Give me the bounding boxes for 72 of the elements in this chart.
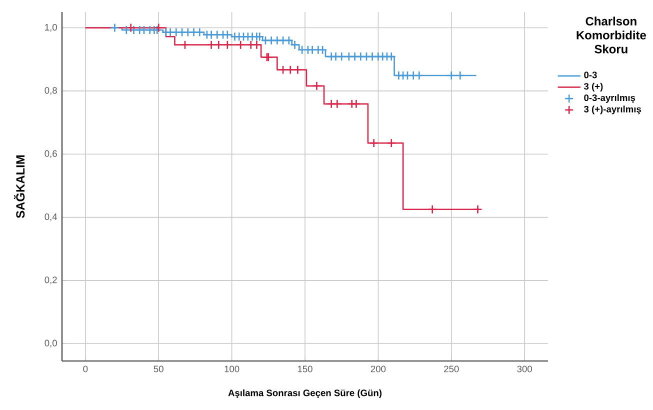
point	[278, 36, 288, 46]
point	[428, 204, 438, 214]
point	[236, 40, 246, 50]
point	[139, 25, 149, 35]
point	[172, 28, 181, 37]
point	[154, 23, 164, 32]
point	[272, 36, 282, 46]
point	[386, 52, 396, 62]
point	[206, 30, 216, 40]
point	[246, 40, 256, 50]
point	[336, 52, 346, 62]
point	[166, 28, 175, 37]
point	[386, 138, 396, 148]
point	[177, 28, 187, 37]
point	[332, 99, 342, 109]
point	[152, 25, 162, 35]
point	[180, 40, 190, 50]
point	[122, 25, 132, 35]
y-tick-label: 1,0	[45, 24, 57, 32]
y-tick-label: 0,6	[44, 150, 57, 158]
point	[212, 30, 222, 40]
point	[126, 23, 136, 32]
y-tick-label: 0,2	[44, 276, 57, 284]
point	[293, 65, 302, 74]
point	[456, 70, 465, 80]
point	[312, 81, 322, 91]
point	[362, 52, 372, 62]
x-tick-label: 50	[154, 366, 164, 372]
x-tick-label: 250	[444, 366, 459, 372]
legend-label: 0-3-ayrılmış	[584, 94, 636, 103]
point	[189, 28, 198, 37]
point	[318, 45, 328, 55]
point	[110, 23, 120, 32]
point	[402, 70, 412, 80]
point	[266, 36, 276, 46]
legend-label: 0-3	[584, 72, 597, 78]
point	[446, 70, 456, 80]
point	[278, 65, 288, 74]
point	[286, 65, 296, 74]
y-tick-label: 0,0	[44, 340, 57, 348]
point	[194, 28, 204, 37]
point	[344, 52, 354, 62]
x-axis-title: Aşılama Sonrası Geçen Süre (Gün)	[228, 389, 382, 398]
point	[222, 40, 232, 50]
y-tick-label: 0,4	[44, 213, 58, 222]
point	[352, 99, 361, 109]
point	[368, 52, 377, 62]
legend-label: 3 (+)	[584, 82, 603, 92]
point	[331, 52, 340, 62]
y-axis-title: SAĞKALIM	[14, 155, 25, 218]
point	[252, 40, 262, 50]
point	[129, 25, 138, 35]
point	[408, 70, 418, 80]
point	[350, 52, 360, 62]
x-tick-label: 300	[517, 366, 532, 372]
point	[214, 40, 224, 50]
point	[297, 45, 307, 55]
x-tick-label: 200	[370, 366, 386, 372]
legend-label: 3 (+)-ayrılmış	[584, 106, 642, 114]
point	[222, 30, 232, 40]
x-tick-label: 150	[298, 366, 312, 372]
point	[308, 45, 317, 55]
point	[414, 70, 424, 80]
x-tick-label: 100	[224, 366, 240, 372]
point	[369, 138, 378, 148]
point	[356, 52, 366, 62]
x-tick-label: 0	[83, 366, 88, 372]
point	[473, 204, 482, 214]
legend-title: Charlson Komorbidite Skoru	[576, 16, 646, 54]
point	[206, 40, 216, 50]
point	[183, 28, 193, 37]
y-tick-label: 0,8	[44, 87, 57, 95]
